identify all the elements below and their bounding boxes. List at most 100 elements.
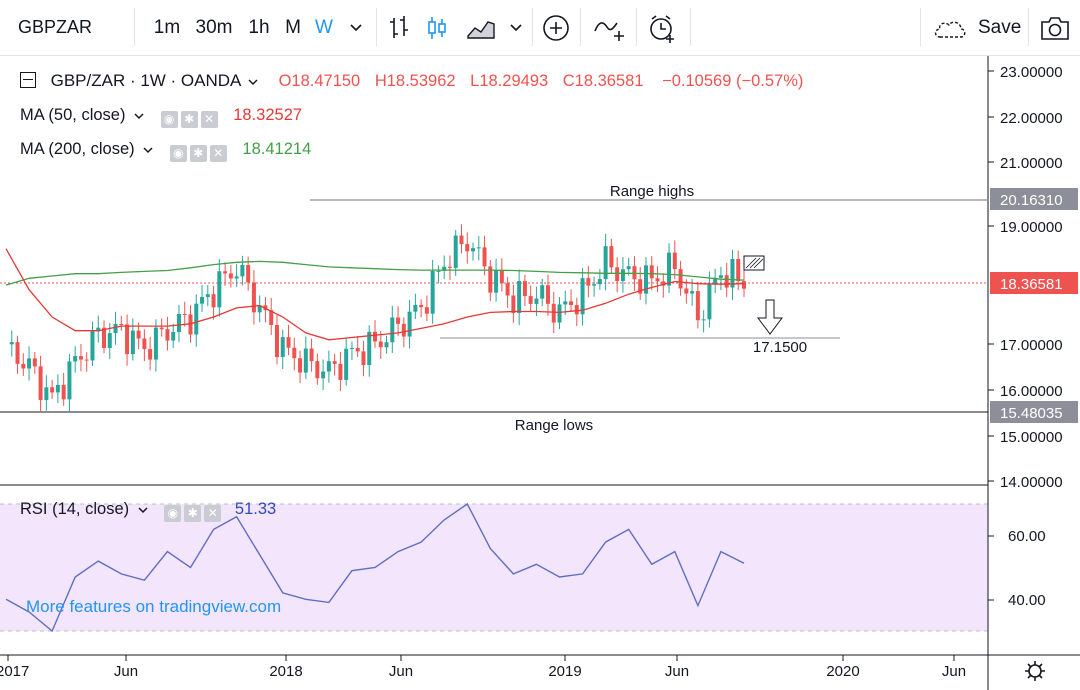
- ma200-legend[interactable]: MA (200, close) ◉ ✱ ✕ 18.41214: [20, 140, 311, 162]
- ma50-line: [5, 248, 745, 341]
- candle-body: [505, 283, 510, 296]
- rsi-scale[interactable]: 60.00 40.00: [988, 528, 1046, 609]
- time-axis[interactable]: 2017 Jun 2018 Jun 2019 Jun 2020 Jun: [0, 655, 966, 680]
- add-indicator-icon[interactable]: [540, 0, 572, 55]
- candle-body: [315, 361, 320, 379]
- candle-body: [597, 279, 602, 285]
- last-price-tag: [990, 272, 1078, 294]
- indicators-icon[interactable]: [590, 0, 630, 55]
- ma200-value: 18.41214: [242, 140, 312, 158]
- candle-body: [119, 324, 124, 326]
- interval-1h[interactable]: 1h: [248, 16, 270, 38]
- candle-body: [707, 283, 712, 320]
- candles-icon[interactable]: [422, 0, 452, 55]
- candle-body: [615, 267, 620, 282]
- divider: [134, 8, 135, 46]
- candle-body: [424, 307, 429, 314]
- ma50-legend[interactable]: MA (50, close) ◉ ✱ ✕ 18.32527: [20, 106, 302, 128]
- collapse-icon[interactable]: [20, 72, 36, 88]
- candle-body: [205, 294, 210, 298]
- range-lows-price-tag: [990, 401, 1078, 423]
- bar-style-icon[interactable]: [384, 0, 414, 55]
- price-tick: 16.00000: [1000, 383, 1063, 400]
- ohlc-change: −0.10569 (−0.57%): [662, 72, 804, 90]
- watermark[interactable]: More features on tradingview.com: [26, 597, 281, 616]
- area-style-icon[interactable]: [462, 0, 500, 55]
- save-button[interactable]: Save: [932, 0, 1022, 55]
- chevron-down-icon[interactable]: [248, 72, 258, 91]
- candle-body: [742, 281, 746, 289]
- chevron-down-icon[interactable]: [134, 106, 144, 125]
- ma200-line: [5, 260, 745, 286]
- candle-body: [309, 348, 314, 362]
- chevron-down-icon[interactable]: [138, 500, 148, 519]
- candle-body: [690, 291, 695, 294]
- eye-icon[interactable]: ◉: [164, 505, 182, 522]
- candle-body: [563, 301, 568, 305]
- candle-body: [15, 342, 20, 364]
- interval-30m[interactable]: 30m: [195, 16, 233, 38]
- candle-body: [476, 247, 481, 249]
- candle-body: [269, 310, 274, 325]
- candle-body: [27, 358, 32, 369]
- alert-clock-icon[interactable]: [644, 0, 680, 55]
- candle-body: [494, 269, 499, 293]
- price-chart[interactable]: Range highs Range lows 17.1500 More feat…: [0, 56, 1080, 690]
- close-icon[interactable]: ✕: [209, 145, 227, 162]
- interval-1m[interactable]: 1m: [153, 16, 181, 38]
- time-tick: Jun: [942, 663, 966, 680]
- close-icon[interactable]: ✕: [204, 505, 222, 522]
- candle-body: [517, 281, 522, 313]
- chevron-down-icon[interactable]: [143, 140, 153, 159]
- settings-gear-icon[interactable]: [1025, 661, 1045, 681]
- candle-body: [38, 366, 43, 401]
- interval-m[interactable]: M: [285, 16, 301, 38]
- candle-body: [338, 363, 343, 380]
- candle-body: [419, 304, 424, 308]
- gear-icon[interactable]: ✱: [180, 111, 198, 128]
- candle-body: [569, 301, 574, 306]
- candle-body: [84, 359, 89, 361]
- candle-body: [384, 342, 389, 348]
- symbol-search[interactable]: GBPZAR: [18, 17, 93, 37]
- candle-body: [50, 387, 55, 393]
- candle-body: [695, 291, 700, 321]
- divider: [636, 8, 637, 46]
- candle-body: [251, 282, 256, 313]
- candle-body: [643, 265, 648, 294]
- interval-dropdown-icon[interactable]: [346, 0, 366, 55]
- candle-body: [736, 259, 741, 282]
- candle-body: [332, 361, 337, 364]
- down-arrow-icon[interactable]: [757, 299, 783, 335]
- time-tick: 2018: [269, 663, 302, 680]
- gear-icon[interactable]: ✱: [189, 145, 207, 162]
- main-legend[interactable]: GBP/ZAR · 1W · OANDA O18.47150 H18.53962…: [20, 71, 803, 91]
- range-lows-label: Range lows: [515, 417, 593, 434]
- ohlc-high: H18.53962: [374, 72, 456, 90]
- candle-body: [326, 361, 331, 372]
- ma200-label: MA (200, close): [20, 140, 135, 158]
- ohlc-low: L18.29493: [470, 72, 549, 90]
- candle-body: [620, 269, 625, 282]
- eye-icon[interactable]: ◉: [169, 145, 187, 162]
- rsi-legend[interactable]: RSI (14, close) ◉ ✱ ✕ 51.33: [20, 500, 276, 522]
- candle-body: [44, 387, 49, 401]
- time-tick: 2020: [826, 663, 859, 680]
- candle-body: [274, 324, 279, 357]
- candle-body: [649, 265, 654, 279]
- price-tick: 19.00000: [1000, 219, 1063, 236]
- camera-icon[interactable]: [1036, 0, 1074, 55]
- chart-area[interactable]: Range highs Range lows 17.1500 More feat…: [0, 56, 1080, 690]
- candle-body: [286, 337, 291, 348]
- time-tick: 2017: [0, 663, 29, 680]
- candle-body: [228, 273, 233, 279]
- price-tick: 22.00000: [1000, 110, 1063, 127]
- price-tick: 15.48035: [1000, 405, 1063, 422]
- price-scale[interactable]: 23.00000 22.00000 21.00000 20.16310 19.0…: [988, 64, 1078, 491]
- eye-icon[interactable]: ◉: [160, 111, 178, 128]
- close-icon[interactable]: ✕: [200, 111, 218, 128]
- candle-body: [592, 284, 597, 286]
- interval-w[interactable]: W: [315, 16, 333, 38]
- chart-type-dropdown-icon[interactable]: [506, 0, 526, 55]
- gear-icon[interactable]: ✱: [184, 505, 202, 522]
